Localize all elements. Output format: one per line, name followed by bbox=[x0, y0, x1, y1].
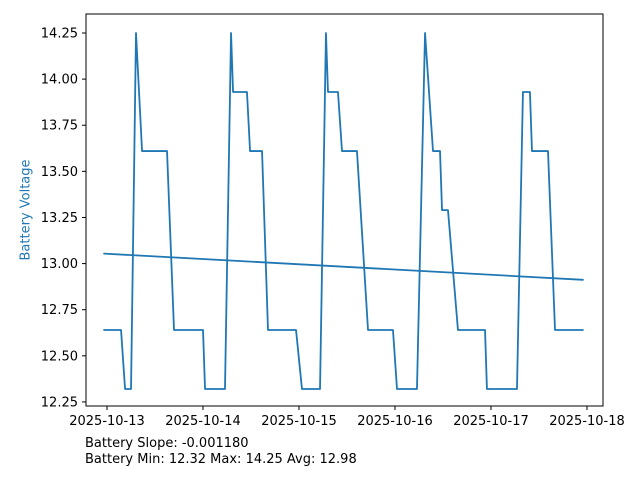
x-tick-label: 2025-10-18 bbox=[549, 414, 625, 429]
annotation-battery-slope: Battery Slope: -0.001180 bbox=[85, 436, 249, 451]
y-tick-label: 13.75 bbox=[41, 119, 78, 134]
plot-frame bbox=[85, 13, 604, 407]
x-tick-label: 2025-10-17 bbox=[453, 414, 529, 429]
y-tick-label: 13.25 bbox=[41, 211, 78, 226]
x-tick-label: 2025-10-15 bbox=[261, 414, 337, 429]
y-tick-label: 14.25 bbox=[41, 27, 78, 42]
y-tick-label: 12.25 bbox=[41, 395, 78, 410]
x-tick-label: 2025-10-14 bbox=[165, 414, 241, 429]
y-axis-label: Battery Voltage bbox=[18, 159, 34, 261]
series-line bbox=[103, 32, 584, 390]
trend-line bbox=[103, 252, 584, 281]
y-tick-label: 12.50 bbox=[41, 349, 78, 364]
x-tick-label: 2025-10-16 bbox=[357, 414, 433, 429]
y-tick-label: 13.00 bbox=[41, 257, 78, 272]
annotation-battery-stats: Battery Min: 12.32 Max: 14.25 Avg: 12.98 bbox=[85, 452, 357, 467]
y-tick-label: 14.00 bbox=[41, 73, 78, 88]
x-tick-label: 2025-10-13 bbox=[69, 414, 145, 429]
y-tick-label: 12.75 bbox=[41, 303, 78, 318]
y-tick-label: 13.50 bbox=[41, 165, 78, 180]
